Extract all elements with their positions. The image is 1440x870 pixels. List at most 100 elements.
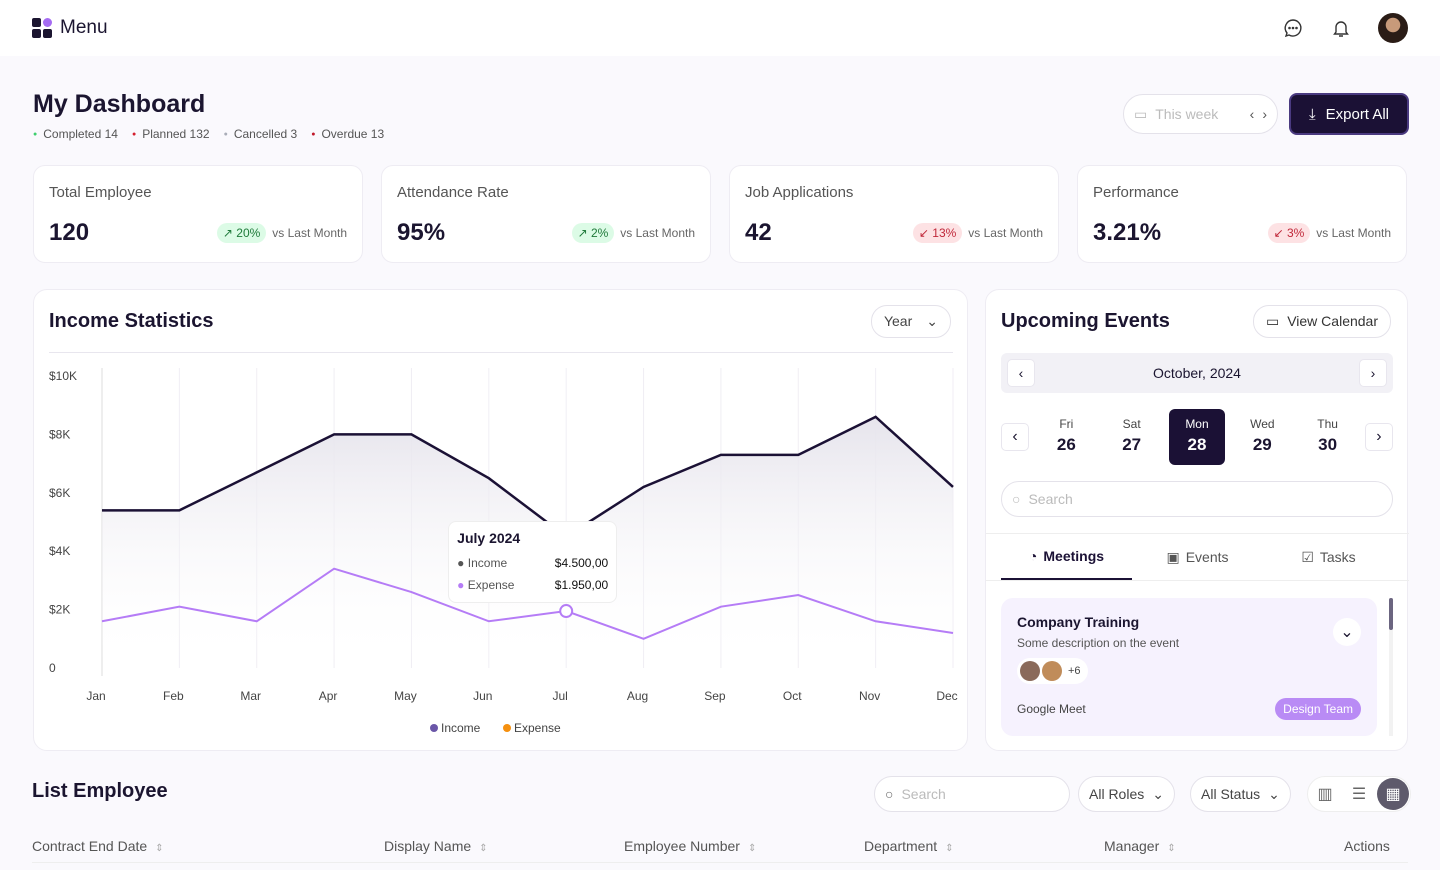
series-expense-line <box>101 567 954 640</box>
user-avatar[interactable] <box>1378 13 1408 43</box>
chevron-down-icon: ⌄ <box>926 313 938 329</box>
events-icon: ▣ <box>1166 548 1180 565</box>
x-tick-label: Feb <box>163 689 184 703</box>
y-tick-label: $4K <box>49 544 70 558</box>
employee-search-input[interactable]: ○ Search <box>874 776 1070 812</box>
x-tick-label: Apr <box>319 689 338 703</box>
next-days-button[interactable]: › <box>1364 423 1393 451</box>
menu-button[interactable]: Menu <box>32 17 108 39</box>
prev-days-button[interactable]: ‹ <box>1001 423 1029 451</box>
column-header[interactable]: Employee Number ⇕ <box>624 838 757 854</box>
calendar-icon: ▭ <box>1134 105 1148 122</box>
series-income-line <box>102 415 954 539</box>
kpi-value: 95% <box>397 219 446 246</box>
column-header[interactable]: Contract End Date ⇕ <box>32 838 164 854</box>
column-header[interactable]: Manager ⇕ <box>1104 838 1176 854</box>
next-month-button[interactable]: › <box>1358 359 1387 387</box>
sort-icon: ⇕ <box>1167 843 1176 854</box>
event-search-input[interactable]: ○ Search <box>1001 481 1393 517</box>
search-icon: ○ <box>1012 491 1021 507</box>
kpi-cards: Total Employee 120 ↗ 20% vs Last Month Atten… <box>33 165 1407 263</box>
chevron-down-icon: ⌄ <box>1268 785 1280 802</box>
kpi-value: 42 <box>745 219 772 246</box>
highlight-point <box>559 604 574 619</box>
status-dropdown[interactable]: All Status ⌄ <box>1190 776 1291 812</box>
sort-icon: ⇕ <box>747 843 757 854</box>
chart-view-icon[interactable]: ▥ <box>1317 786 1333 803</box>
sort-icon: ⇕ <box>945 843 954 854</box>
kpi-card: Attendance Rate 95% ↗ 2% vs Last Month <box>381 165 711 263</box>
x-tick-label: Jul <box>553 689 568 703</box>
column-header[interactable]: Actions <box>1344 838 1390 854</box>
day-28[interactable]: Mon 28 <box>1168 409 1225 465</box>
menu-label: Menu <box>60 17 108 38</box>
kpi-value: 120 <box>49 219 90 246</box>
legend-marker <box>503 724 511 732</box>
download-icon: ⤓ <box>1308 105 1316 123</box>
attendee-avatar <box>1042 661 1062 681</box>
chat-icon[interactable] <box>1282 17 1304 39</box>
kpi-title: Total Employee <box>49 184 152 201</box>
period-dropdown[interactable]: Year ⌄ <box>870 305 951 338</box>
x-tick-label: May <box>394 689 417 703</box>
comparison-label: vs Last Month <box>272 226 347 240</box>
export-all-button[interactable]: ⤓ Export All <box>1289 93 1409 135</box>
more-attendees: +6 <box>1068 665 1081 677</box>
event-card[interactable]: Company Training Some description on the… <box>1001 598 1377 736</box>
y-tick-label: $10K <box>49 369 77 383</box>
tab-meetings[interactable]: ◔ Meetings <box>1001 534 1132 580</box>
view-toggle: ▥ ☰ ▦ <box>1307 776 1411 812</box>
kpi-title: Job Applications <box>745 184 854 201</box>
expand-chevron-icon[interactable]: ⌄ <box>1333 618 1361 646</box>
scrollbar[interactable] <box>1389 598 1393 736</box>
sort-icon: ⇕ <box>155 843 164 854</box>
change-badge: ↙ 3% <box>1267 223 1311 243</box>
grid-view-icon[interactable]: ▦ <box>1377 778 1409 810</box>
export-label: Export All <box>1325 105 1389 123</box>
day-27[interactable]: Sat 27 <box>1122 417 1142 454</box>
prev-week-icon[interactable]: ‹ <box>1249 106 1255 122</box>
income-statistics-panel: Income Statistics Year ⌄ $10K $8K $6K $4K $2K… <box>33 289 968 751</box>
bell-icon[interactable] <box>1330 17 1352 39</box>
divider <box>49 352 953 353</box>
x-tick-label: Jan <box>86 689 105 703</box>
tooltip-expense-value: $1.950,00 <box>554 578 609 592</box>
chevron-down-icon: ⌄ <box>1152 785 1164 802</box>
tab-tasks[interactable]: ☑ Tasks <box>1301 548 1356 566</box>
status-summary: Completed 14 Planned 132 Cancelled 3 Overdu… <box>33 127 384 141</box>
tasks-icon: ☑ <box>1301 548 1314 565</box>
day-29[interactable]: Wed 29 <box>1250 417 1275 454</box>
kpi-title: Attendance Rate <box>397 184 509 201</box>
tab-events[interactable]: ▣ Events <box>1166 548 1229 566</box>
x-tick-label: Dec <box>936 689 957 703</box>
list-view-icon[interactable]: ☰ <box>1351 786 1367 803</box>
y-tick-label: 0 <box>49 661 56 675</box>
tooltip-expense-label: ● Expense <box>457 578 515 592</box>
search-icon: ○ <box>885 786 894 802</box>
section-title: List Employee <box>32 780 168 802</box>
week-label: This week <box>1155 106 1219 122</box>
month-navigator: ‹ October, 2024 › <box>1001 353 1393 393</box>
day-26[interactable]: Fri 26 <box>1056 417 1076 454</box>
roles-dropdown[interactable]: All Roles ⌄ <box>1078 776 1175 812</box>
sort-icon: ⇕ <box>479 843 488 854</box>
panel-title: Upcoming Events <box>1001 310 1170 332</box>
column-header[interactable]: Department ⇕ <box>864 838 954 854</box>
x-tick-label: Nov <box>859 689 880 703</box>
day-picker: ‹ Fri 26 Sat 27 Mon 28 Wed 29 Thu 30 › <box>1001 409 1393 465</box>
calendar-icon: ▭ <box>1265 313 1280 329</box>
menu-logo-icon <box>32 18 52 38</box>
column-header[interactable]: Display Name ⇕ <box>384 838 488 854</box>
day-30[interactable]: Thu 30 <box>1317 417 1338 454</box>
x-tick-label: Jun <box>473 689 492 703</box>
divider <box>32 862 1408 863</box>
prev-month-button[interactable]: ‹ <box>1007 359 1035 387</box>
week-selector[interactable]: ▭ This week ‹ › <box>1123 94 1278 134</box>
meetings-icon: ◔ <box>1028 548 1038 564</box>
view-calendar-button[interactable]: ▭ View Calendar <box>1252 305 1391 338</box>
next-week-icon[interactable]: › <box>1262 106 1267 122</box>
tooltip-income-value: $4.500,00 <box>554 556 609 570</box>
x-tick-label: Sep <box>704 689 726 703</box>
kpi-card: Performance 3.21% ↙ 3% vs Last Month <box>1077 165 1407 263</box>
change-badge: ↙ 13% <box>912 223 963 243</box>
